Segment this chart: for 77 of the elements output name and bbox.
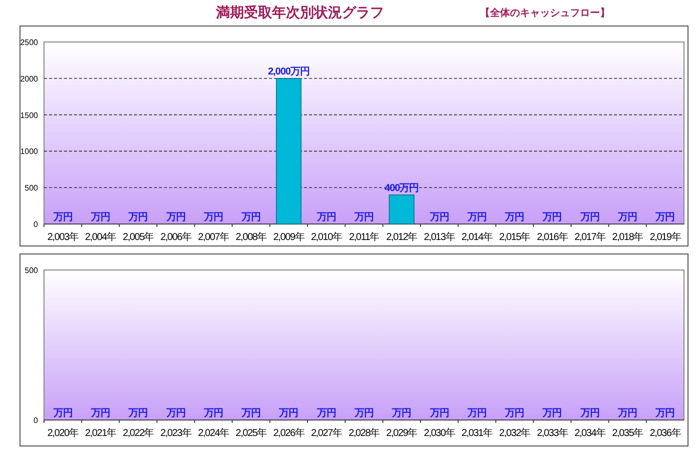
x-tick-label: 2,016年 bbox=[536, 231, 568, 243]
x-tick-label: 2,008年 bbox=[236, 231, 268, 243]
x-tick-label: 2,029年 bbox=[386, 427, 418, 439]
x-tick-label: 2,007年 bbox=[198, 231, 230, 243]
y-tick-label: 500 bbox=[24, 266, 39, 275]
x-tick-label: 2,024年 bbox=[198, 427, 230, 439]
data-label: 万円 bbox=[504, 408, 525, 419]
data-label: 万円 bbox=[617, 408, 638, 419]
data-label: 万円 bbox=[278, 408, 299, 419]
x-tick-label: 2,015年 bbox=[499, 231, 531, 243]
x-tick-label: 2,003年 bbox=[47, 231, 79, 243]
x-tick-label: 2,010年 bbox=[310, 231, 342, 243]
x-tick-label: 2,009年 bbox=[273, 231, 305, 243]
x-tick-label: 2,011年 bbox=[348, 231, 380, 243]
y-tick-label: 1500 bbox=[20, 110, 39, 120]
x-tick-label: 2,027年 bbox=[310, 427, 342, 439]
data-label: 万円 bbox=[52, 212, 73, 223]
chart-subtitle: 【全体のキャッシュフロー】 bbox=[480, 7, 610, 19]
data-label: 万円 bbox=[90, 212, 110, 223]
x-tick-label: 2,012年 bbox=[386, 231, 418, 243]
x-tick-label: 2,034年 bbox=[574, 427, 606, 439]
data-label: 万円 bbox=[202, 408, 224, 419]
x-tick-label: 2,023年 bbox=[160, 427, 192, 439]
x-tick-label: 2,019年 bbox=[650, 231, 682, 243]
x-tick-label: 2,025年 bbox=[236, 427, 268, 439]
chart-title: 満期受取年次別状況グラフ bbox=[215, 4, 384, 20]
x-tick-label: 2,021年 bbox=[85, 427, 117, 439]
x-tick-label: 2,036年 bbox=[650, 427, 682, 439]
data-label: 万円 bbox=[165, 212, 186, 223]
y-tick-label: 2000 bbox=[20, 74, 39, 84]
data-label: 万円 bbox=[428, 408, 450, 419]
data-label: 2,000万円 bbox=[268, 66, 310, 78]
y-tick-label: 0 bbox=[34, 220, 39, 229]
y-tick-label: 500 bbox=[24, 184, 39, 193]
data-label: 万円 bbox=[391, 408, 412, 419]
data-label: 万円 bbox=[504, 212, 525, 223]
x-tick-label: 2,028年 bbox=[348, 427, 380, 439]
data-label: 万円 bbox=[128, 408, 148, 419]
data-label: 万円 bbox=[128, 212, 148, 223]
data-label: 万円 bbox=[354, 212, 374, 223]
x-tick-label: 2,033年 bbox=[536, 427, 568, 439]
data-label: 万円 bbox=[428, 212, 450, 223]
data-label: 万円 bbox=[240, 212, 262, 223]
x-tick-label: 2,020年 bbox=[47, 427, 79, 439]
data-label: 万円 bbox=[202, 212, 224, 223]
data-label: 万円 bbox=[542, 212, 562, 223]
x-tick-label: 2,030年 bbox=[424, 427, 456, 439]
x-tick-label: 2,035年 bbox=[612, 427, 644, 439]
x-tick-label: 2,005年 bbox=[122, 231, 154, 243]
data-label: 万円 bbox=[90, 408, 110, 419]
x-tick-label: 2,013年 bbox=[424, 231, 456, 243]
data-label: 万円 bbox=[617, 212, 638, 223]
data-label: 万円 bbox=[316, 212, 336, 223]
x-tick-label: 2,022年 bbox=[122, 427, 154, 439]
x-tick-label: 2,004年 bbox=[85, 231, 117, 243]
x-tick-label: 2,018年 bbox=[612, 231, 644, 243]
data-label: 万円 bbox=[240, 408, 262, 419]
x-tick-label: 2,017年 bbox=[574, 231, 606, 243]
data-label: 万円 bbox=[52, 408, 73, 419]
data-label: 万円 bbox=[316, 408, 336, 419]
data-label: 万円 bbox=[466, 212, 487, 223]
y-tick-label: 2500 bbox=[20, 38, 39, 47]
x-tick-label: 2,032年 bbox=[499, 427, 531, 439]
y-tick-label: 1000 bbox=[20, 147, 39, 156]
data-label: 万円 bbox=[654, 408, 676, 419]
x-tick-label: 2,026年 bbox=[273, 427, 305, 439]
data-label: 万円 bbox=[579, 212, 600, 223]
data-label: 万円 bbox=[654, 212, 676, 223]
x-tick-label: 2,014年 bbox=[462, 231, 494, 243]
data-label: 万円 bbox=[165, 408, 186, 419]
x-tick-label: 2,031年 bbox=[462, 427, 494, 439]
data-label: 万円 bbox=[466, 408, 487, 419]
data-label: 万円 bbox=[354, 408, 374, 419]
x-tick-label: 2,006年 bbox=[160, 231, 192, 243]
data-label: 万円 bbox=[579, 408, 600, 419]
data-label: 万円 bbox=[542, 408, 562, 419]
y-tick-label: 0 bbox=[34, 416, 39, 425]
